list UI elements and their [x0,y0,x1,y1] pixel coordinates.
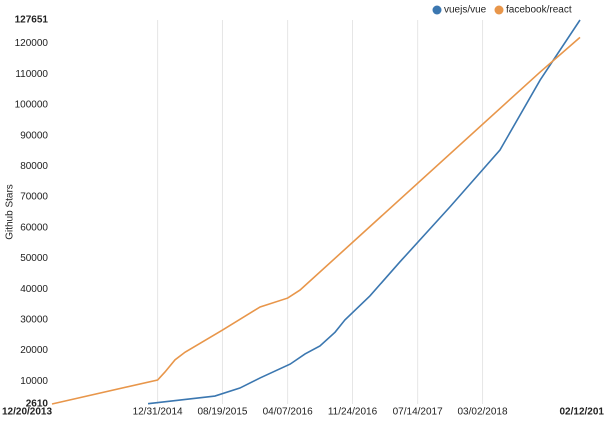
x-tick-label: 07/14/2017 [393,407,443,418]
legend-marker [432,5,442,15]
x-tick-label: 11/24/2016 [328,407,378,418]
y-tick-label: 2610 [26,399,49,410]
y-tick-label: 60000 [20,222,48,233]
y-tick-label: 30000 [20,315,48,326]
y-tick-label: 127651 [15,15,49,26]
y-tick-label: 50000 [20,253,48,264]
line-series [51,36,581,405]
x-tick-label: 03/02/2018 [458,407,508,418]
y-tick-label: 100000 [15,100,49,111]
x-tick-label: 02/12/201 [560,407,604,418]
y-tick-label: 10000 [20,376,48,387]
y-tick-label: 120000 [15,38,49,49]
line-series [147,19,581,405]
legend-label: facebook/react [506,5,572,16]
x-tick-label: 08/19/2015 [197,407,247,418]
y-axis-title: Github Stars [5,184,16,240]
y-tick-label: 20000 [20,345,48,356]
legend-label: vuejs/vue [444,5,487,16]
y-tick-label: 80000 [20,161,48,172]
x-tick-label: 12/20/2013 [2,407,52,418]
x-tick-label: 12/31/2014 [133,407,183,418]
legend-marker [494,5,504,15]
y-tick-label: 90000 [20,130,48,141]
y-tick-label: 70000 [20,192,48,203]
x-tick-label: 04/07/2016 [263,407,313,418]
y-tick-label: 40000 [20,284,48,295]
y-tick-label: 110000 [15,69,48,80]
